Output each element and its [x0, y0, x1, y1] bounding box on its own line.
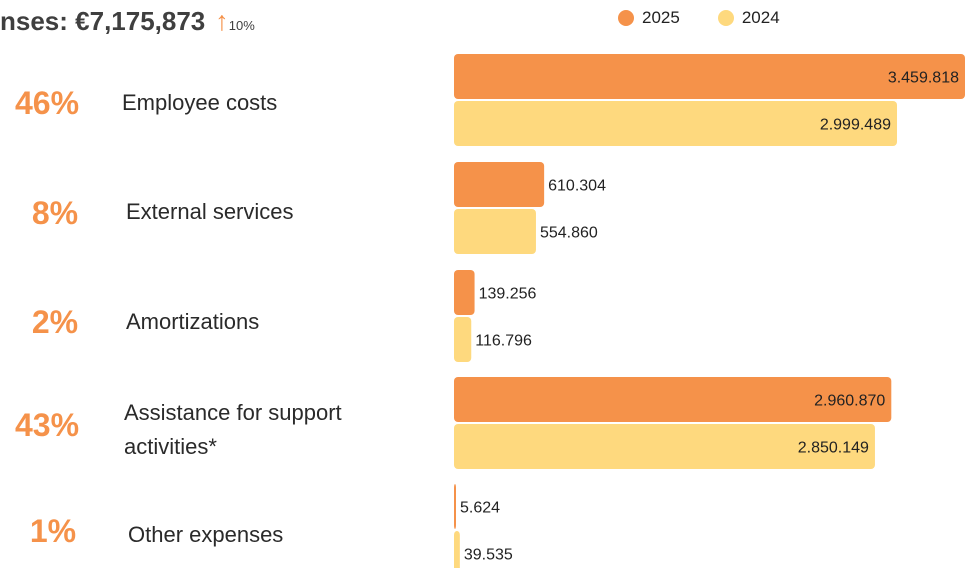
category-label-other-expenses: Other expenses — [128, 522, 284, 547]
bar-label-2025-amortizations: 139.256 — [479, 286, 537, 303]
title-text: nses: €7,175,873 — [0, 6, 206, 36]
bar-2025-other-expenses[interactable] — [454, 484, 456, 529]
share-external-services: 8% — [31, 195, 79, 231]
trend-percent: 10% — [228, 18, 255, 33]
bar-2025-employee-costs[interactable] — [454, 54, 965, 99]
bar-label-2025-assistance: 2.960.870 — [814, 393, 885, 410]
legend: 2025 2024 — [618, 8, 780, 28]
bar-label-2024-other-expenses: 39.535 — [464, 547, 513, 564]
bar-label-2025-external-services: 610.304 — [548, 178, 606, 195]
legend-swatch-2024 — [717, 10, 734, 26]
category-label-employee-costs: Employee costs — [122, 90, 278, 115]
legend-label-2025: 2025 — [642, 8, 680, 27]
legend-label-2024: 2024 — [741, 8, 780, 27]
bar-label-2024-employee-costs: 2.999.489 — [820, 117, 891, 134]
share-other-expenses: 1% — [29, 513, 77, 549]
legend-swatch-2025 — [618, 10, 634, 26]
bar-label-2025-other-expenses: 5.624 — [460, 500, 500, 517]
bar-2024-employee-costs[interactable] — [454, 101, 898, 146]
bar-label-2025-employee-costs: 3.459.818 — [888, 70, 959, 87]
share-employee-costs: 46% — [14, 85, 80, 121]
category-label-assistance: Assistance for support activities* — [124, 400, 342, 459]
category-label-external-services: External services — [126, 199, 294, 224]
legend-item-2025[interactable]: 2025 — [618, 8, 680, 28]
bar-2025-external-services[interactable] — [454, 162, 545, 207]
bar-2025-amortizations[interactable] — [454, 270, 475, 315]
bar-2024-other-expenses[interactable] — [454, 531, 460, 568]
chart-title: nses: €7,175,873 ↑10% — [0, 6, 255, 37]
bar-2024-assistance[interactable] — [454, 424, 875, 469]
bar-2025-assistance[interactable] — [454, 377, 892, 422]
bar-label-2024-external-services: 554.860 — [540, 225, 598, 242]
bar-2024-external-services[interactable] — [454, 209, 536, 254]
share-amortizations: 2% — [31, 304, 79, 340]
legend-item-2024[interactable]: 2024 — [717, 8, 780, 28]
share-assistance: 43% — [14, 407, 80, 443]
bar-label-2024-assistance: 2.850.149 — [798, 440, 869, 457]
bar-label-2024-amortizations: 116.796 — [475, 333, 532, 350]
arrow-up-icon: ↑ — [215, 6, 229, 36]
category-label-amortizations: Amortizations — [126, 309, 260, 334]
bar-2024-amortizations[interactable] — [454, 317, 472, 362]
